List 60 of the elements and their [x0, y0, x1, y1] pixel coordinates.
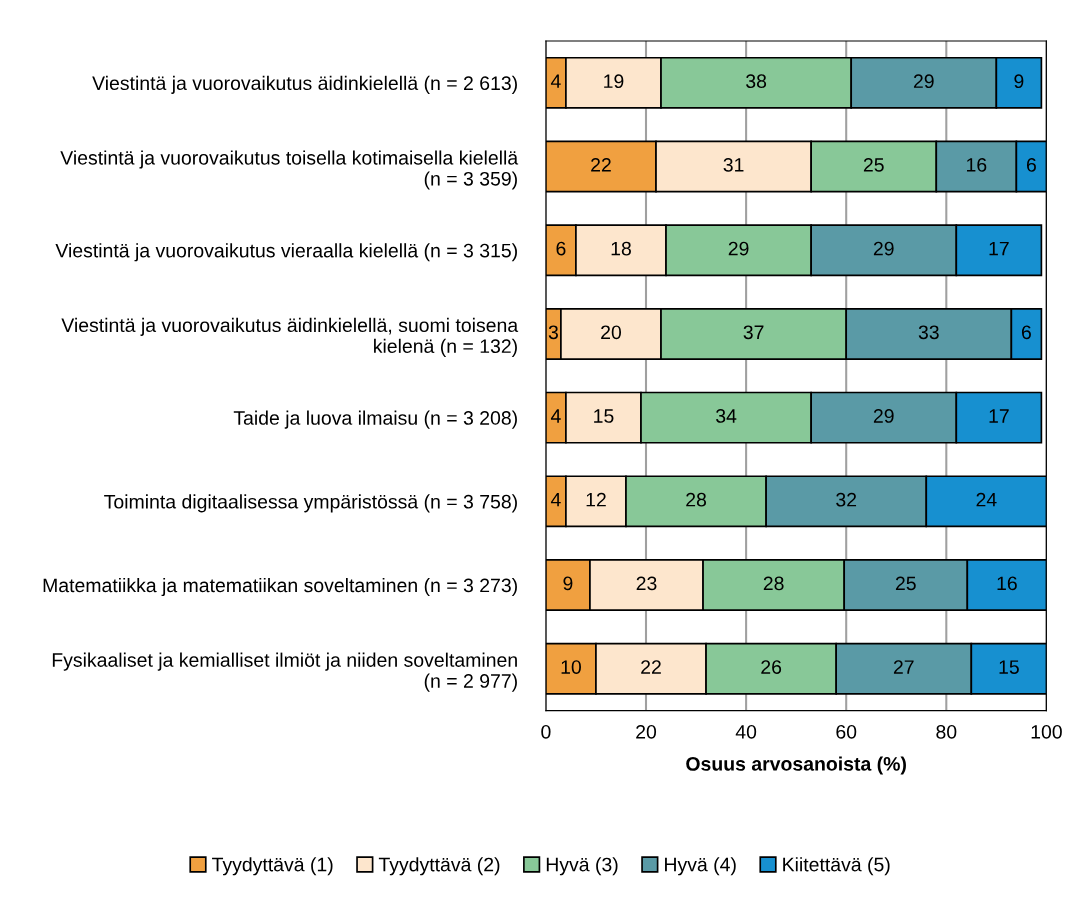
data-label: 6 [556, 241, 566, 256]
data-label: 27 [893, 660, 914, 674]
data-label: 29 [873, 241, 894, 256]
data-label: 25 [895, 576, 916, 591]
legend-label: Kiitettävä (5) [783, 857, 890, 876]
data-label: 28 [763, 576, 784, 591]
data-label: 10 [561, 660, 581, 674]
data-label: 19 [604, 74, 624, 89]
legend-label: Hyvä (4) [665, 857, 736, 876]
data-label: 24 [976, 492, 997, 507]
y-tick-label: Fysikaaliset ja kemialliset ilmiöt ja niiden soveltaminen (n = 2 977) [52, 652, 517, 692]
legend-label: Tyydyttävä (2) [378, 857, 500, 876]
y-tick-label: Matematiikka ja matematiikan soveltaminen (n = 3 273) [43, 577, 517, 597]
data-label: 9 [563, 576, 573, 591]
data-label: 22 [591, 157, 611, 172]
y-tick-label: Viestintä ja vuorovaikutus toisella kotimaisella kielellä (n = 3 359) [60, 150, 519, 190]
data-label: 4 [550, 74, 561, 88]
legend-label: Hyvä (3) [546, 857, 618, 876]
data-label: 31 [723, 157, 744, 172]
x-tick-label: 100 [1031, 724, 1062, 739]
data-label: 34 [716, 409, 737, 423]
y-tick-label: Viestintä ja vuorovaikutus äidinkielellä, suomi toisena kielenä (n = 132) [61, 317, 519, 357]
data-label: 38 [746, 74, 767, 89]
data-label: 15 [594, 409, 614, 423]
data-label: 3 [548, 325, 558, 340]
data-label: 25 [863, 157, 884, 172]
y-tick-label: Viestintä ja vuorovaikutus äidinkielellä (n = 2 613) [92, 75, 517, 94]
y-tick-label: Viestintä ja vuorovaikutus vieraalla kielellä (n = 3 315) [55, 243, 517, 262]
data-label: 16 [967, 157, 987, 172]
data-label: 4 [550, 409, 561, 423]
data-label: 6 [1026, 157, 1036, 172]
data-label: 37 [743, 325, 764, 340]
data-label: 16 [997, 576, 1017, 591]
data-label: 28 [686, 492, 707, 507]
x-tick-label: 60 [836, 724, 857, 739]
data-label: 32 [836, 492, 857, 507]
data-label: 26 [761, 660, 782, 674]
data-label: 29 [913, 74, 934, 89]
data-label: 18 [611, 241, 631, 256]
data-label: 22 [641, 660, 661, 674]
data-label: 33 [918, 325, 939, 340]
y-tick-label: Taide ja luova ilmaisu (n = 3 208) [233, 410, 517, 429]
x-tick-label: 20 [636, 724, 657, 739]
data-label: 17 [989, 409, 1009, 423]
data-label: 17 [989, 241, 1009, 256]
data-label: 20 [601, 325, 622, 340]
data-label: 4 [550, 492, 561, 507]
data-label: 15 [999, 660, 1019, 674]
data-label: 29 [728, 241, 749, 256]
x-tick-label: 80 [936, 724, 957, 739]
x-tick-label: 40 [735, 724, 757, 739]
data-label: 29 [873, 409, 894, 423]
x-tick-label: 0 [541, 724, 551, 739]
data-label: 9 [1014, 74, 1024, 89]
data-label: 6 [1021, 325, 1031, 340]
data-label: 12 [586, 492, 606, 507]
y-tick-label: Toiminta digitaalisessa ympäristössä (n = 3 758) [104, 494, 517, 513]
legend-label: Tyydyttävä (1) [212, 857, 333, 876]
x-axis-title: Osuus arvosanoista (%) [686, 756, 906, 775]
data-label: 23 [636, 576, 657, 591]
